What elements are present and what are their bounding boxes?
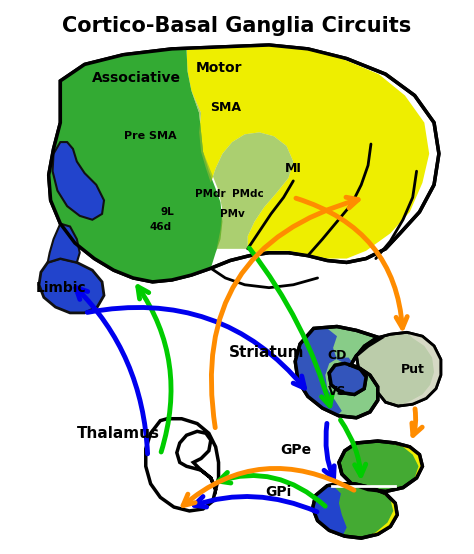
Text: PMv: PMv xyxy=(220,209,245,219)
Text: Pre SMA: Pre SMA xyxy=(124,131,177,141)
Polygon shape xyxy=(339,441,422,491)
Text: GPe: GPe xyxy=(281,443,312,457)
Polygon shape xyxy=(187,45,429,259)
Polygon shape xyxy=(356,332,441,406)
Polygon shape xyxy=(39,259,104,313)
Text: 46d: 46d xyxy=(149,222,172,232)
Text: Limbic: Limbic xyxy=(36,281,87,295)
Polygon shape xyxy=(355,484,397,537)
Polygon shape xyxy=(391,443,422,491)
Polygon shape xyxy=(187,49,293,249)
Text: Thalamus: Thalamus xyxy=(77,426,160,441)
Text: Striatum: Striatum xyxy=(229,345,305,360)
Text: GPi: GPi xyxy=(265,485,292,499)
Text: 9L: 9L xyxy=(160,207,174,217)
Text: CD: CD xyxy=(327,349,346,362)
Text: Motor: Motor xyxy=(195,61,242,75)
Text: Put: Put xyxy=(401,363,425,376)
Polygon shape xyxy=(146,419,219,511)
Text: Associative: Associative xyxy=(92,71,182,85)
Text: Cortico-Basal Ganglia Circuits: Cortico-Basal Ganglia Circuits xyxy=(63,16,411,35)
Polygon shape xyxy=(295,326,381,418)
Polygon shape xyxy=(295,329,366,416)
Text: PMdc: PMdc xyxy=(232,189,264,199)
Polygon shape xyxy=(49,45,439,282)
Text: PMdr: PMdr xyxy=(195,189,226,199)
Text: VS: VS xyxy=(328,385,346,398)
Polygon shape xyxy=(49,49,222,282)
Polygon shape xyxy=(53,142,104,220)
Polygon shape xyxy=(48,224,80,263)
Text: MI: MI xyxy=(285,162,302,175)
Polygon shape xyxy=(313,484,397,538)
Text: SMA: SMA xyxy=(210,101,241,114)
Polygon shape xyxy=(398,332,441,406)
Polygon shape xyxy=(313,486,346,535)
